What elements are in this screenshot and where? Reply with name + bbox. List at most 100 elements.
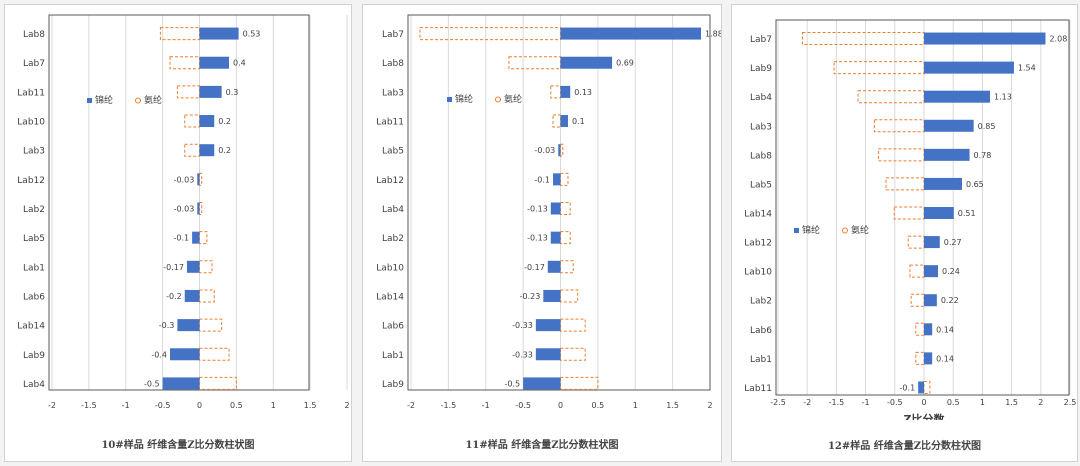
x-tick-label-6: 1 bbox=[271, 401, 276, 410]
data-label-5: -0.03 bbox=[174, 175, 195, 184]
bar-nylon-4 bbox=[924, 148, 970, 161]
bar-spandex-11 bbox=[915, 351, 925, 365]
bar-spandex-11 bbox=[560, 347, 586, 361]
data-label-12: -0.5 bbox=[144, 379, 160, 388]
x-tick-label-4: 0 bbox=[197, 401, 202, 410]
category-label-0: Lab8 bbox=[23, 30, 45, 40]
x-tick-label-0: -2.5 bbox=[770, 398, 786, 407]
x-tick-label-8: 1.5 bbox=[1005, 398, 1018, 407]
chart-title-11: 11#样品 纤维含量Z比分数柱状图 bbox=[465, 440, 619, 451]
bar-nylon-2 bbox=[560, 85, 571, 98]
data-label-7: -0.1 bbox=[174, 234, 190, 243]
data-label-9: -0.23 bbox=[520, 292, 541, 301]
data-label-3: 0.1 bbox=[572, 117, 585, 126]
bar-nylon-3 bbox=[560, 115, 568, 128]
data-label-4: 0.2 bbox=[218, 146, 231, 155]
bar-spandex-8 bbox=[909, 264, 925, 278]
x-tick-label-2: -1.5 bbox=[829, 398, 845, 407]
category-label-1: Lab7 bbox=[23, 59, 45, 69]
data-label-4: 0.78 bbox=[974, 151, 992, 160]
bar-spandex-1 bbox=[508, 56, 561, 70]
data-label-7: -0.13 bbox=[527, 234, 548, 243]
bar-spandex-12 bbox=[923, 380, 931, 394]
bar-spandex-0 bbox=[159, 27, 201, 41]
data-label-8: 0.24 bbox=[942, 267, 960, 276]
chart-title-12: 12#样品 纤维含量Z比分数柱状图 bbox=[827, 441, 982, 452]
bar-nylon-7 bbox=[924, 236, 940, 249]
category-label-10: Lab6 bbox=[382, 322, 404, 332]
bar-nylon-11 bbox=[170, 348, 200, 361]
bar-spandex-3 bbox=[873, 119, 925, 133]
data-label-11: -0.4 bbox=[151, 350, 167, 359]
legend-label-spandex: 氨纶 bbox=[851, 224, 869, 236]
legend-swatch-spandex bbox=[495, 96, 501, 103]
bar-spandex-6 bbox=[893, 206, 925, 220]
bar-spandex-0 bbox=[802, 32, 925, 46]
category-label-4: Lab3 bbox=[23, 147, 45, 157]
bar-spandex-1 bbox=[833, 61, 925, 75]
bar-nylon-3 bbox=[199, 115, 215, 128]
bar-spandex-5 bbox=[560, 172, 569, 186]
category-label-12: Lab11 bbox=[744, 384, 772, 394]
bar-spandex-8 bbox=[560, 260, 574, 274]
bar-nylon-2 bbox=[924, 90, 990, 103]
category-label-12: Lab9 bbox=[382, 380, 404, 390]
data-label-0: 0.53 bbox=[243, 30, 261, 39]
bar-spandex-8 bbox=[199, 260, 213, 274]
bar-nylon-4 bbox=[199, 144, 215, 157]
bar-nylon-0 bbox=[560, 27, 702, 40]
category-label-9: Lab2 bbox=[750, 297, 772, 307]
bar-spandex-6 bbox=[560, 202, 571, 215]
bar-spandex-12 bbox=[199, 376, 237, 390]
category-label-5: Lab5 bbox=[750, 180, 772, 190]
data-label-8: -0.17 bbox=[524, 263, 545, 272]
bar-nylon-10 bbox=[535, 319, 561, 332]
x-tick-label-7: 1.5 bbox=[666, 401, 679, 410]
category-label-1: Lab9 bbox=[750, 64, 772, 74]
bar-nylon-2 bbox=[199, 85, 222, 98]
bar-nylon-12 bbox=[162, 377, 200, 390]
category-label-9: Lab14 bbox=[376, 292, 404, 302]
category-label-11: Lab1 bbox=[750, 355, 772, 365]
bar-spandex-3 bbox=[184, 114, 200, 128]
x-tick-label-2: -1 bbox=[122, 401, 130, 410]
bar-nylon-1 bbox=[560, 56, 613, 69]
x-tick-label-5: 0.5 bbox=[230, 401, 243, 410]
bar-nylon-7 bbox=[550, 231, 561, 244]
x-tick-label-3: -0.5 bbox=[155, 401, 171, 410]
bar-nylon-6 bbox=[550, 202, 561, 215]
bar-spandex-7 bbox=[560, 231, 571, 245]
legend-label-spandex: 氨纶 bbox=[144, 94, 162, 106]
data-label-5: -0.1 bbox=[534, 175, 550, 184]
category-label-10: Lab14 bbox=[17, 322, 45, 332]
category-label-6: Lab4 bbox=[382, 205, 404, 215]
category-label-6: Lab14 bbox=[744, 210, 772, 220]
category-label-4: Lab5 bbox=[382, 147, 404, 157]
x-tick-label-5: 0.5 bbox=[592, 401, 605, 410]
plot-frame bbox=[407, 14, 711, 391]
bar-spandex-2 bbox=[176, 85, 200, 99]
legend-label-nylon: 锦纶 bbox=[455, 93, 473, 105]
bar-spandex-9 bbox=[560, 289, 579, 303]
x-tick-label-3: -1 bbox=[862, 398, 870, 407]
chart-panel-10: Lab8 0.53 Lab7 0.4 Lab11 0.3 Lab10 0.2 Lab3 0.2 La… bbox=[4, 4, 352, 462]
bar-nylon-8 bbox=[547, 260, 561, 273]
x-tick-label-9: 2 bbox=[1038, 398, 1043, 407]
data-label-12: -0.5 bbox=[505, 379, 521, 388]
category-label-12: Lab4 bbox=[23, 380, 45, 390]
data-label-5: 0.65 bbox=[966, 180, 984, 189]
bar-nylon-5 bbox=[197, 173, 200, 186]
bar-nylon-11 bbox=[535, 348, 561, 361]
bar-nylon-9 bbox=[543, 289, 561, 302]
category-label-6: Lab2 bbox=[23, 205, 45, 215]
category-label-7: Lab12 bbox=[744, 239, 772, 249]
legend-swatch-nylon bbox=[447, 97, 452, 102]
x-tick-label-4: 0 bbox=[558, 401, 563, 410]
chart-title-10: 10#样品 纤维含量Z比分数柱状图 bbox=[101, 440, 255, 451]
x-tick-label-6: 1 bbox=[633, 401, 638, 410]
x-tick-label-7: 1 bbox=[980, 398, 985, 407]
legend-label-nylon: 锦纶 bbox=[95, 94, 113, 106]
bar-spandex-1 bbox=[169, 56, 200, 70]
legend-label-nylon: 锦纶 bbox=[802, 224, 820, 236]
